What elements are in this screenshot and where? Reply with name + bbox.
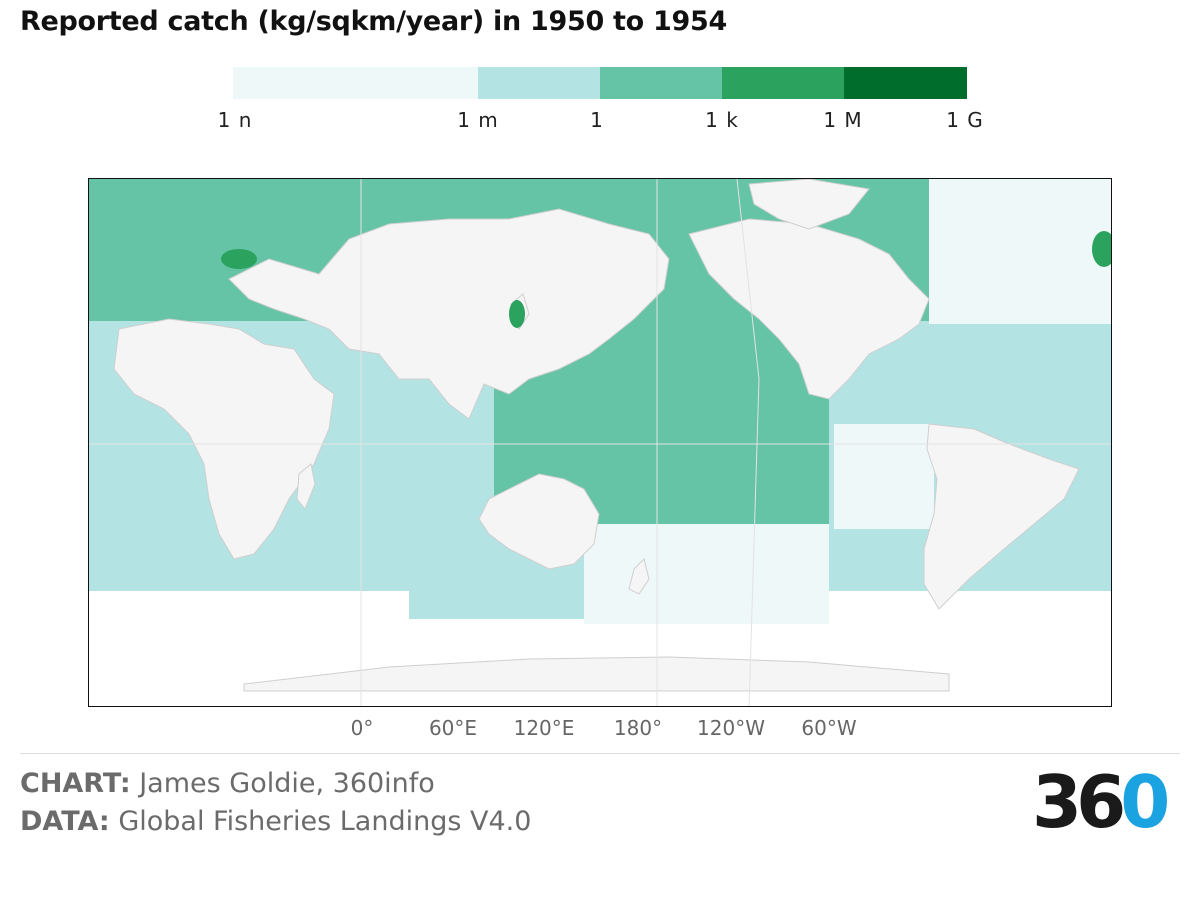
legend-tick: 1 k [705, 108, 739, 132]
longitude-label: 60°E [428, 716, 478, 740]
land-europe-asia [228, 208, 670, 420]
legend-tick: 1 m [457, 108, 499, 132]
world-map [88, 178, 1112, 707]
ocean-east-pacific [834, 424, 934, 529]
longitude-label: 60°W [801, 716, 857, 740]
land-masses [113, 179, 1080, 692]
360info-logo: 360 [1032, 760, 1182, 844]
legend-bin-2 [478, 67, 600, 99]
land-south-america [923, 423, 1080, 610]
longitude-label: 0° [350, 716, 374, 740]
land-australia [478, 473, 600, 570]
logo-text: 360 [1032, 760, 1170, 844]
legend-bin-1 [233, 67, 478, 99]
longitude-labels: 0° 60°E 120°E 180° 120°W 60°W [0, 716, 1200, 744]
hotspot-north-sea [221, 249, 257, 269]
longitude-label: 120°E [513, 716, 575, 740]
graticule [89, 179, 1111, 706]
data-credit: DATA: Global Fisheries Landings V4.0 [20, 806, 531, 837]
hotspot-baltic [1092, 231, 1111, 267]
legend-tick: 1 G [946, 108, 984, 132]
map-svg [89, 179, 1111, 706]
ocean-pacific-southwest [584, 524, 829, 624]
longitude-label: 180° [613, 716, 663, 740]
land-greenland [748, 179, 870, 230]
ocean-north-atlantic-west [929, 179, 1111, 324]
chart-credit-label: CHART: [20, 768, 131, 799]
legend-tick: 1 M [823, 108, 863, 132]
footer-divider [20, 753, 1180, 754]
legend-tick-labels: 1 n 1 m 1 1 k 1 M 1 G [0, 108, 1200, 138]
chart-credit-value: James Goldie, 360info [139, 768, 435, 799]
chart-title: Reported catch (kg/sqkm/year) in 1950 to… [20, 6, 727, 37]
land-madagascar [296, 463, 316, 510]
data-credit-label: DATA: [20, 806, 110, 837]
hotspot-japan [509, 300, 525, 328]
legend-bin-5 [844, 67, 967, 99]
chart-credit: CHART: James Goldie, 360info [20, 768, 435, 799]
coastal-hotspots [221, 231, 1111, 328]
graticule-line [736, 179, 760, 706]
color-legend [233, 67, 967, 99]
data-credit-value: Global Fisheries Landings V4.0 [118, 806, 532, 837]
land-north-america [688, 218, 930, 400]
legend-bin-4 [722, 67, 844, 99]
legend-tick: 1 [590, 108, 604, 132]
legend-tick: 1 n [217, 108, 253, 132]
legend-bin-3 [600, 67, 722, 99]
longitude-label: 120°W [697, 716, 765, 740]
land-antarctica [243, 656, 950, 692]
land-africa [113, 318, 335, 560]
land-new-zealand [628, 558, 650, 595]
